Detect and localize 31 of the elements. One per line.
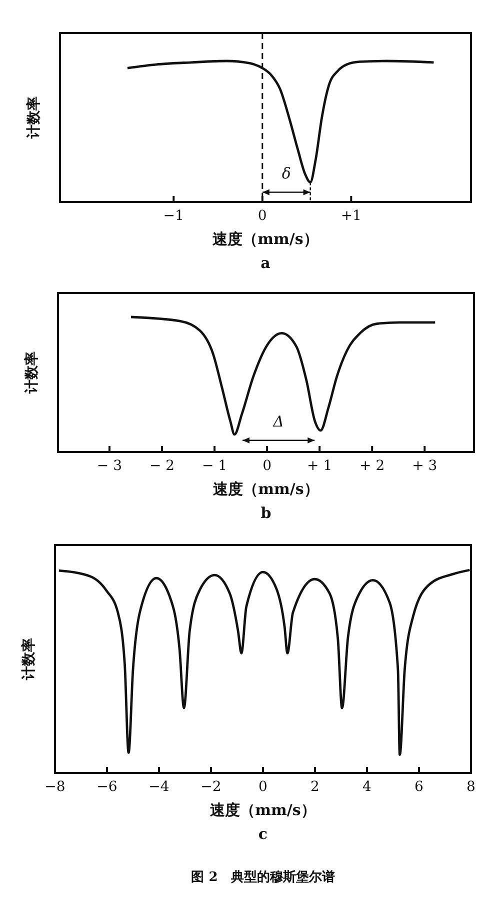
- annotation: Δ: [272, 412, 284, 430]
- x-tick-label: 0: [262, 458, 272, 474]
- x-tick-label: −1: [163, 208, 184, 224]
- x-tick-label: − 1: [202, 458, 228, 474]
- x-tick-label: + 3: [412, 458, 438, 474]
- x-tick-label: 0: [258, 779, 268, 795]
- x-tick-label: −2: [200, 779, 222, 795]
- x-tick-label: −8: [44, 779, 66, 795]
- x-tick-label: 4: [362, 779, 372, 795]
- y-axis-title: 计数率: [20, 638, 37, 681]
- x-axis-title: 速度（mm/s）: [213, 480, 319, 498]
- x-tick-label: −4: [148, 779, 170, 795]
- text: b: [260, 504, 272, 522]
- x-tick-label: 8: [466, 779, 476, 795]
- x-tick-label: 2: [310, 779, 320, 795]
- x-tick-label: − 3: [96, 458, 122, 474]
- y-axis-title: 计数率: [23, 352, 40, 394]
- x-tick-label: − 2: [149, 458, 175, 474]
- x-tick-label: + 2: [360, 458, 385, 474]
- x-tick-label: −6: [96, 779, 118, 795]
- x-tick-label: 0: [258, 208, 267, 224]
- caption: 图 2 典型的穆斯堡尔谱: [191, 869, 335, 885]
- text: c: [258, 825, 268, 843]
- x-tick-label: +1: [340, 208, 362, 224]
- annotation: δ: [282, 164, 291, 182]
- x-tick-label: + 1: [307, 458, 332, 474]
- x-tick-label: 6: [414, 779, 424, 795]
- y-axis-title: 计数率: [25, 96, 42, 140]
- x-axis-title: 速度（mm/s）: [212, 230, 318, 248]
- text: a: [260, 254, 271, 272]
- x-axis-title: 速度（mm/s）: [210, 801, 316, 819]
